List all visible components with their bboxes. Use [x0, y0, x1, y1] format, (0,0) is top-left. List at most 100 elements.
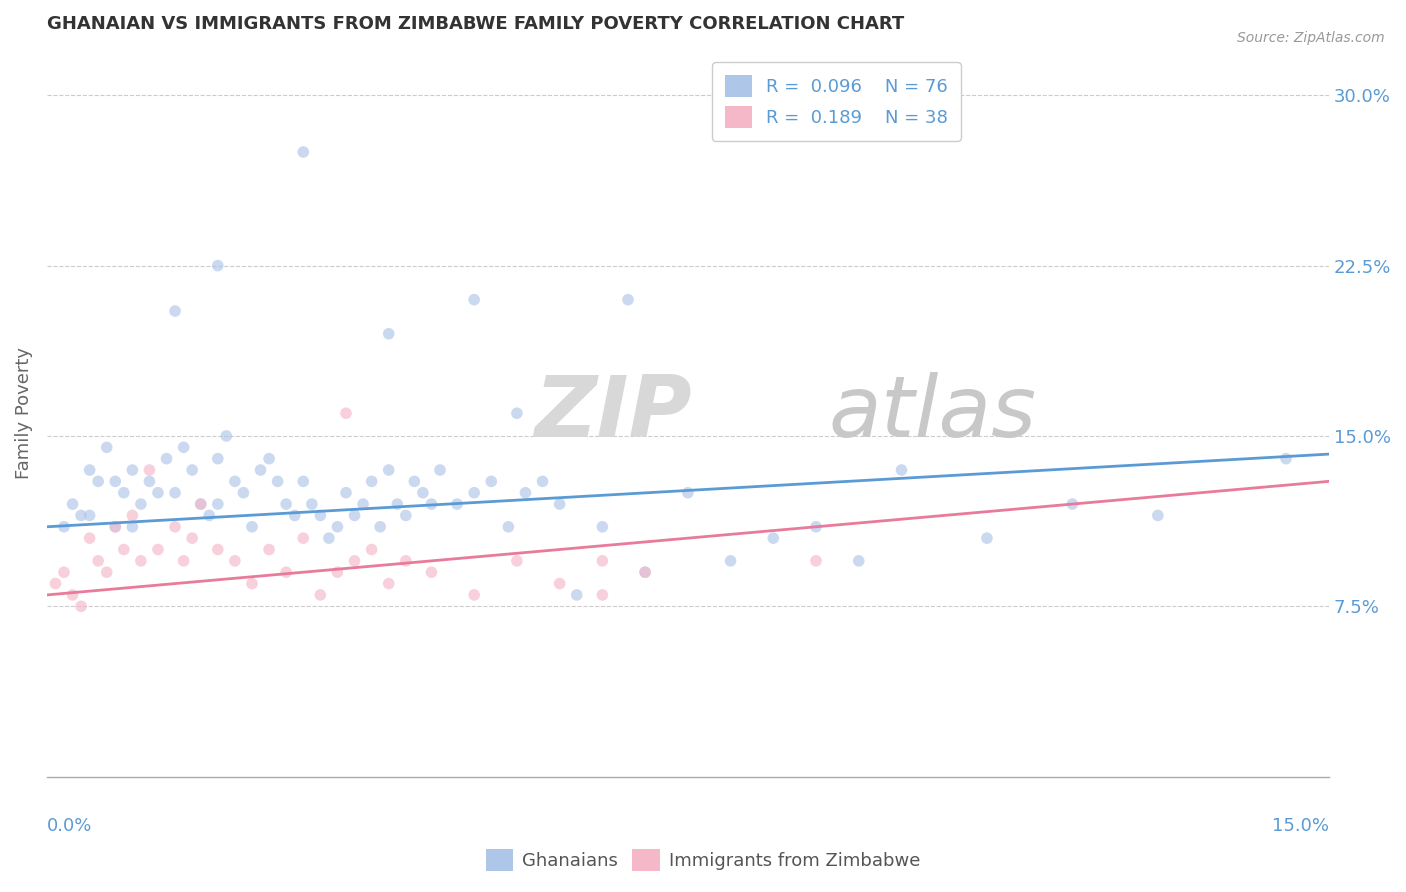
Point: [387, 497, 409, 511]
Text: ZIP: ZIP: [534, 372, 692, 455]
Point: [479, 475, 502, 489]
Point: [463, 293, 485, 307]
Point: [181, 463, 204, 477]
Point: [548, 497, 571, 511]
Point: [395, 554, 418, 568]
Point: [215, 429, 238, 443]
Point: [207, 542, 229, 557]
Point: [976, 531, 998, 545]
Point: [121, 463, 143, 477]
Point: [129, 554, 152, 568]
Point: [292, 475, 315, 489]
Point: [515, 485, 537, 500]
Point: [138, 475, 160, 489]
Point: [104, 520, 127, 534]
Point: [257, 542, 280, 557]
Point: [420, 497, 443, 511]
Point: [335, 406, 357, 420]
Point: [395, 508, 418, 523]
Text: atlas: atlas: [828, 372, 1036, 455]
Point: [44, 576, 66, 591]
Point: [104, 520, 127, 534]
Point: [318, 531, 340, 545]
Point: [634, 565, 657, 579]
Point: [87, 554, 110, 568]
Point: [165, 485, 187, 500]
Point: [79, 531, 101, 545]
Point: [446, 497, 468, 511]
Point: [762, 531, 785, 545]
Point: [276, 565, 298, 579]
Point: [284, 508, 307, 523]
Point: [70, 508, 93, 523]
Point: [257, 451, 280, 466]
Point: [301, 497, 323, 511]
Point: [412, 485, 434, 500]
Point: [292, 145, 315, 159]
Point: [190, 497, 212, 511]
Point: [335, 485, 357, 500]
Point: [1062, 497, 1084, 511]
Point: [96, 565, 118, 579]
Point: [326, 520, 349, 534]
Point: [429, 463, 451, 477]
Point: [377, 326, 399, 341]
Point: [506, 554, 529, 568]
Point: [190, 497, 212, 511]
Point: [1275, 451, 1298, 466]
Point: [276, 497, 298, 511]
Point: [326, 565, 349, 579]
Point: [173, 440, 195, 454]
Point: [79, 508, 101, 523]
Point: [207, 259, 229, 273]
Point: [224, 554, 246, 568]
Point: [531, 475, 554, 489]
Point: [207, 497, 229, 511]
Point: [548, 576, 571, 591]
Point: [343, 508, 366, 523]
Point: [676, 485, 699, 500]
Point: [165, 520, 187, 534]
Point: [53, 520, 76, 534]
Point: [292, 531, 315, 545]
Point: [463, 485, 485, 500]
Point: [565, 588, 588, 602]
Point: [249, 463, 271, 477]
Text: 15.0%: 15.0%: [1272, 816, 1329, 835]
Point: [62, 588, 84, 602]
Point: [377, 576, 399, 591]
Point: [634, 565, 657, 579]
Point: [155, 451, 177, 466]
Point: [146, 542, 169, 557]
Point: [146, 485, 169, 500]
Point: [121, 508, 143, 523]
Point: [240, 576, 263, 591]
Point: [173, 554, 195, 568]
Point: [591, 554, 613, 568]
Point: [121, 520, 143, 534]
Point: [309, 588, 332, 602]
Point: [53, 565, 76, 579]
Point: [506, 406, 529, 420]
Point: [112, 485, 135, 500]
Legend: Ghanaians, Immigrants from Zimbabwe: Ghanaians, Immigrants from Zimbabwe: [479, 842, 927, 879]
Point: [591, 520, 613, 534]
Point: [720, 554, 742, 568]
Point: [207, 451, 229, 466]
Point: [70, 599, 93, 614]
Point: [224, 475, 246, 489]
Point: [198, 508, 221, 523]
Point: [352, 497, 374, 511]
Y-axis label: Family Poverty: Family Poverty: [15, 347, 32, 479]
Point: [181, 531, 204, 545]
Point: [165, 304, 187, 318]
Point: [420, 565, 443, 579]
Text: 0.0%: 0.0%: [46, 816, 93, 835]
Point: [377, 463, 399, 477]
Legend: R =  0.096    N = 76, R =  0.189    N = 38: R = 0.096 N = 76, R = 0.189 N = 38: [711, 62, 960, 141]
Point: [463, 588, 485, 602]
Point: [1147, 508, 1170, 523]
Point: [804, 554, 827, 568]
Point: [343, 554, 366, 568]
Point: [240, 520, 263, 534]
